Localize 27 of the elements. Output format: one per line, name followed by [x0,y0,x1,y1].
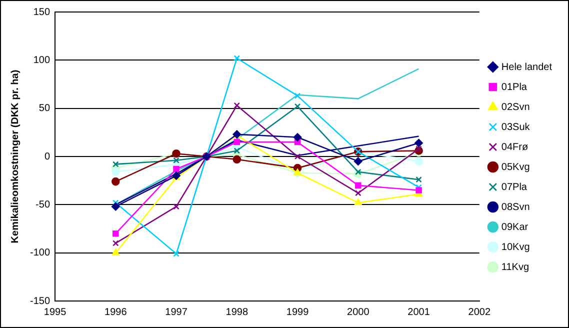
legend-label: 11Kvg [501,262,530,273]
y-tick-label: 100 [33,54,50,66]
x-tick-label: 2001 [408,306,430,318]
x-tick-label: 1999 [286,306,310,318]
legend-label: 08Svn [501,202,530,213]
legend-label: 09Kar [501,222,529,233]
legend-label: 07Pla [501,182,528,193]
x-tick-label: 2002 [468,306,491,318]
y-tick-label: -100 [30,248,50,259]
x-tick-label: 1996 [104,306,128,318]
y-tick-label: -50 [36,199,50,210]
y-tick-label: 0 [44,151,50,162]
legend-label: 01Pla [501,82,528,93]
y-axis-title: Kemikalieomkostninger (DKK pr. ha) [10,70,21,244]
x-tick-label: 1997 [165,306,188,318]
y-tick-label: 150 [33,6,50,18]
legend-label: 05Kvg [501,162,530,173]
x-tick-label: 1998 [226,306,248,318]
legend-label: 04Frø [501,142,528,153]
legend-label: Hele landet [501,62,552,73]
legend-label: 02Svn [501,102,530,113]
y-tick-label: 50 [38,103,50,114]
x-tick-label: 1995 [44,306,67,318]
legend-label: 10Kvg [501,242,530,253]
x-tick-label: 2000 [347,306,370,318]
legend-label: 03Suk [501,122,531,133]
y-tick-label: -150 [30,296,50,307]
